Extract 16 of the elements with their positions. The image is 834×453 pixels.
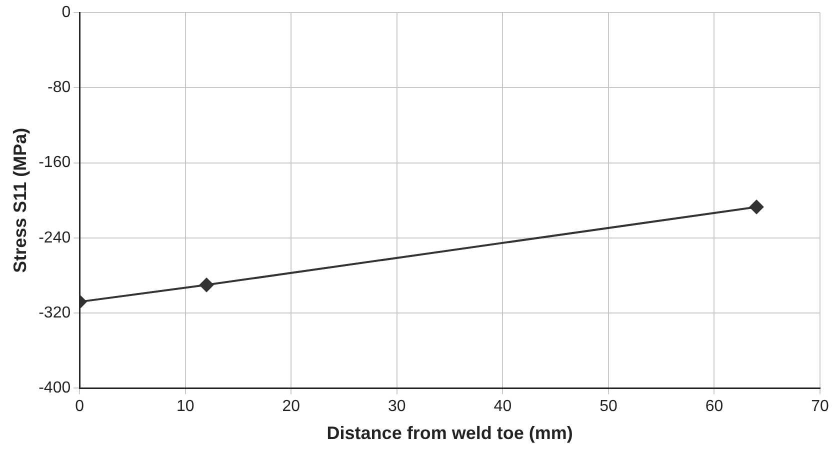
x-tick-label: 30 <box>388 398 406 416</box>
x-tick-label: 20 <box>282 398 300 416</box>
x-axis-title: Distance from weld toe (mm) <box>326 423 573 444</box>
y-tick-label: 0 <box>62 4 71 22</box>
x-tick-label: 60 <box>705 398 724 416</box>
x-tick-label: 40 <box>494 398 512 416</box>
y-tick-label: -160 <box>38 154 71 172</box>
x-tick-label: 10 <box>176 398 194 416</box>
y-tick-label: -320 <box>38 304 71 322</box>
x-tick-label: 50 <box>600 398 618 416</box>
y-tick-label: -240 <box>38 229 71 246</box>
x-tick-label: 0 <box>75 398 84 416</box>
y-tick-label: -80 <box>48 79 71 96</box>
y-axis-title: Stress S11 (MPa) <box>10 128 30 273</box>
x-tick-label: 70 <box>811 398 829 416</box>
y-tick-label: -400 <box>38 380 71 397</box>
